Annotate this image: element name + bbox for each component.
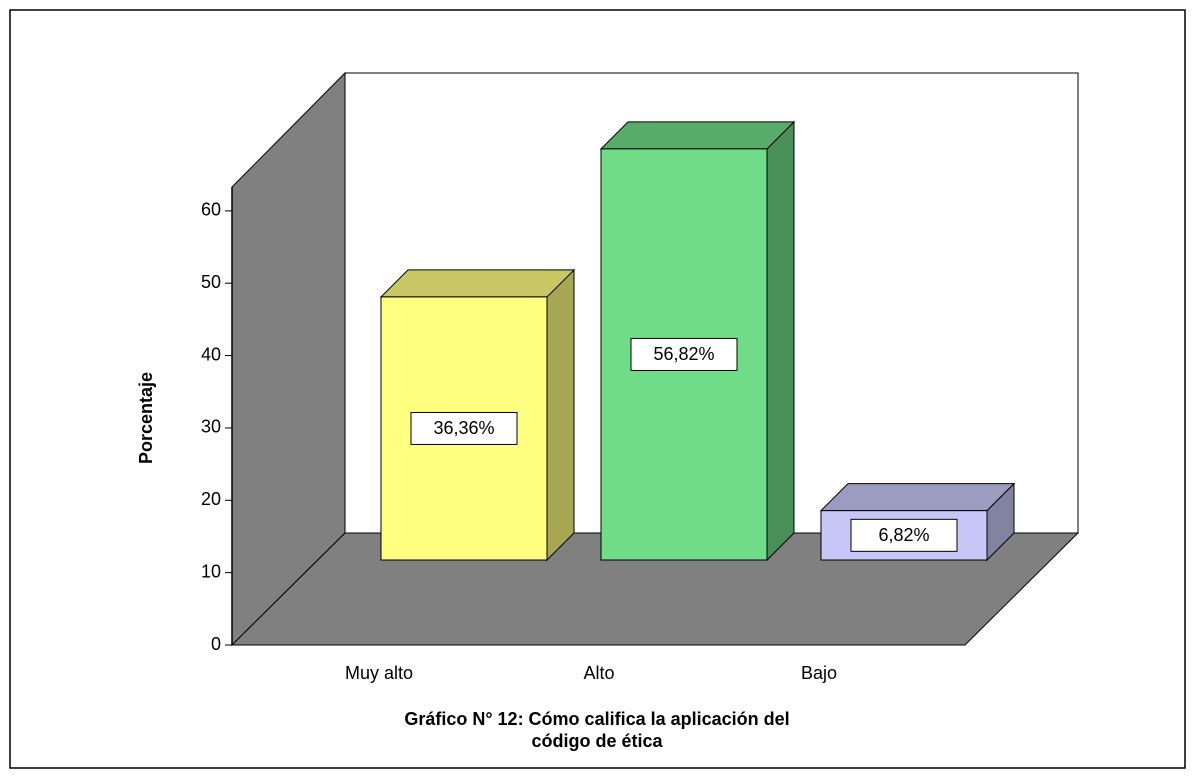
y-tick-label: 10 [201, 561, 221, 581]
value-label-box [630, 337, 738, 371]
bar-top [819, 483, 1016, 512]
y-tick-label: 0 [211, 634, 221, 654]
chart-title: Gráfico N° 12: Cómo califica la aplicaci… [404, 709, 789, 729]
y-tick-label: 60 [201, 200, 221, 220]
value-label: 36,36% [433, 418, 494, 438]
value-label-box [410, 411, 518, 445]
bar-side [546, 268, 575, 562]
value-label: 56,82% [653, 344, 714, 364]
bar-top [599, 121, 796, 150]
floor [230, 532, 1080, 646]
value-label: 6,82% [878, 525, 929, 545]
value-label-box [850, 518, 958, 552]
bar-side [766, 120, 795, 562]
y-tick-label: 20 [201, 489, 221, 509]
x-tick-label: Muy alto [345, 663, 413, 683]
x-tick-label: Alto [583, 663, 614, 683]
y-tick-label: 30 [201, 417, 221, 437]
y-axis-title: Porcentaje [136, 372, 156, 464]
x-tick-label: Bajo [801, 663, 837, 683]
bar-top [379, 269, 576, 298]
y-tick-label: 40 [201, 344, 221, 364]
y-tick-label: 50 [201, 272, 221, 292]
chart-title: código de ética [531, 731, 663, 751]
